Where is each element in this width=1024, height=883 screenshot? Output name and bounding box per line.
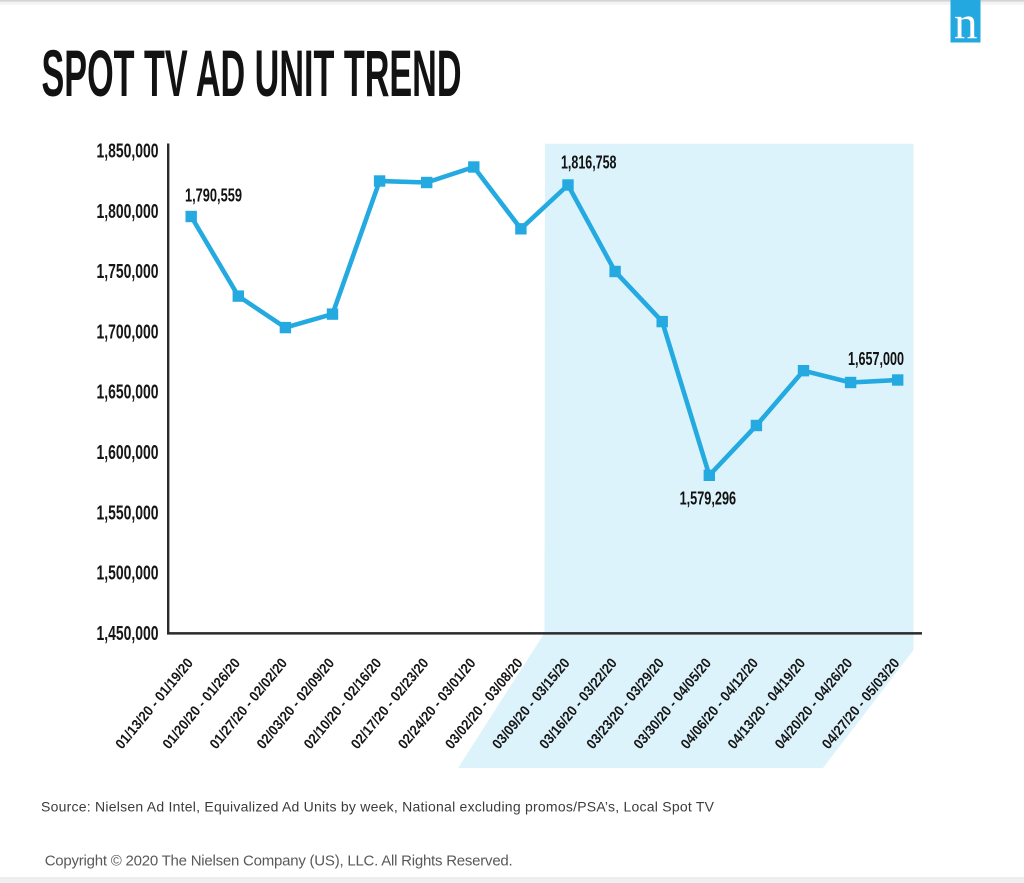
svg-text:1,600,000: 1,600,000 (97, 441, 159, 464)
svg-text:1,750,000: 1,750,000 (97, 260, 159, 283)
svg-text:1,700,000: 1,700,000 (97, 320, 159, 343)
svg-text:1,450,000: 1,450,000 (97, 622, 159, 645)
svg-text:Copyright © 2020 The Nielsen C: Copyright © 2020 The Nielsen Company (US… (45, 853, 513, 870)
svg-text:1,650,000: 1,650,000 (97, 381, 159, 404)
svg-text:1,790,559: 1,790,559 (185, 185, 242, 206)
svg-text:Source: Nielsen Ad Intel, Equi: Source: Nielsen Ad Intel, Equivalized Ad… (41, 799, 715, 815)
svg-text:1,800,000: 1,800,000 (97, 200, 159, 223)
svg-text:1,816,758: 1,816,758 (561, 152, 617, 173)
svg-text:1,850,000: 1,850,000 (97, 140, 159, 163)
svg-text:1,657,000: 1,657,000 (848, 348, 904, 369)
svg-text:SPOT TV AD UNIT TREND: SPOT TV AD UNIT TREND (42, 37, 462, 110)
svg-text:n: n (954, 0, 978, 49)
svg-text:1,550,000: 1,550,000 (97, 501, 159, 524)
svg-text:1,579,296: 1,579,296 (680, 488, 737, 509)
svg-text:1,500,000: 1,500,000 (97, 562, 159, 585)
